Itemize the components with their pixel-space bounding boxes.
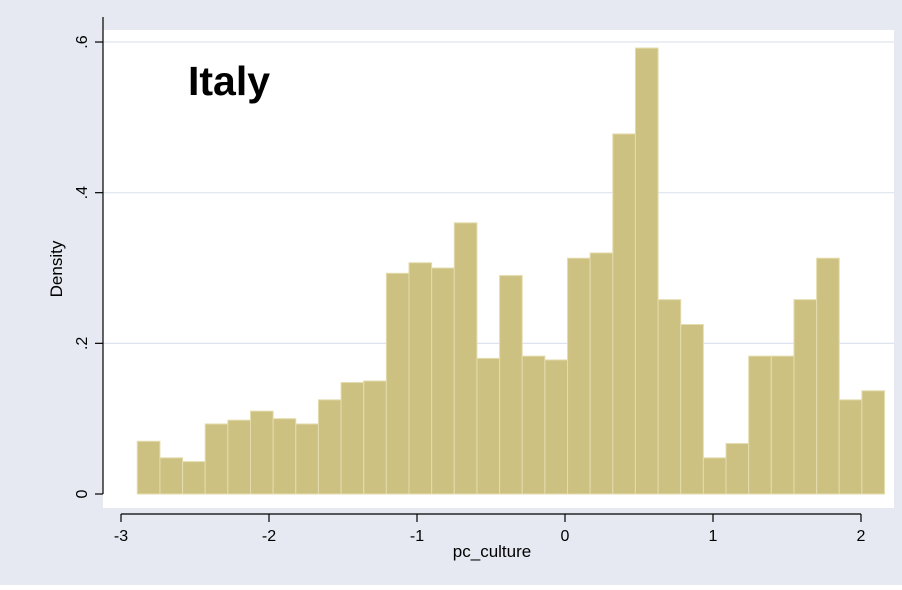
- y-tick-label-2: .4: [74, 186, 91, 199]
- x-axis-label: pc_culture: [453, 542, 531, 561]
- bar-24: [680, 324, 704, 495]
- bar-31: [838, 399, 863, 495]
- bar-0: [136, 440, 161, 495]
- bar-14: [453, 222, 478, 495]
- bar-2: [182, 461, 206, 495]
- bar-9: [340, 382, 365, 495]
- axes: 0 .2 .4 .6 -3 -2 -1 0 1 2: [74, 16, 866, 545]
- bar-12: [408, 262, 433, 495]
- bar-11: [385, 272, 410, 495]
- bar-28: [770, 355, 795, 495]
- bar-1: [159, 457, 184, 495]
- bar-15: [476, 357, 501, 495]
- bar-21: [612, 133, 636, 495]
- x-tick-label-2: -1: [410, 528, 424, 545]
- bar-16: [499, 275, 523, 495]
- bar-18: [544, 359, 569, 495]
- bar-17: [521, 355, 546, 495]
- bar-32: [861, 390, 886, 495]
- bar-13: [431, 267, 455, 495]
- bars: [136, 47, 886, 495]
- x-tick-label-4: 1: [709, 528, 718, 545]
- bar-26: [725, 443, 750, 495]
- y-axis-label: Density: [47, 240, 66, 297]
- bar-20: [589, 252, 614, 495]
- bar-3: [204, 423, 229, 495]
- bar-6: [272, 418, 297, 495]
- bar-10: [363, 380, 387, 495]
- bar-5: [250, 410, 274, 495]
- bar-7: [295, 423, 319, 495]
- bar-19: [567, 257, 591, 495]
- x-tick-label-5: 2: [857, 528, 866, 545]
- grid-lines: [103, 41, 894, 344]
- bar-4: [227, 419, 252, 495]
- chart-title: Italy: [188, 58, 270, 104]
- bar-29: [793, 299, 818, 495]
- bar-30: [816, 257, 840, 495]
- bar-27: [748, 355, 772, 495]
- y-tick-label-1: .2: [74, 337, 91, 350]
- bar-22: [634, 47, 659, 495]
- bar-25: [702, 457, 727, 495]
- x-tick-label-0: -3: [114, 528, 128, 545]
- y-tick-label-0: 0: [74, 489, 91, 498]
- bar-8: [317, 399, 342, 495]
- y-tick-label-3: .6: [74, 35, 91, 48]
- bar-23: [657, 299, 682, 495]
- x-tick-label-1: -2: [262, 528, 276, 545]
- x-tick-label-3: 0: [561, 528, 570, 545]
